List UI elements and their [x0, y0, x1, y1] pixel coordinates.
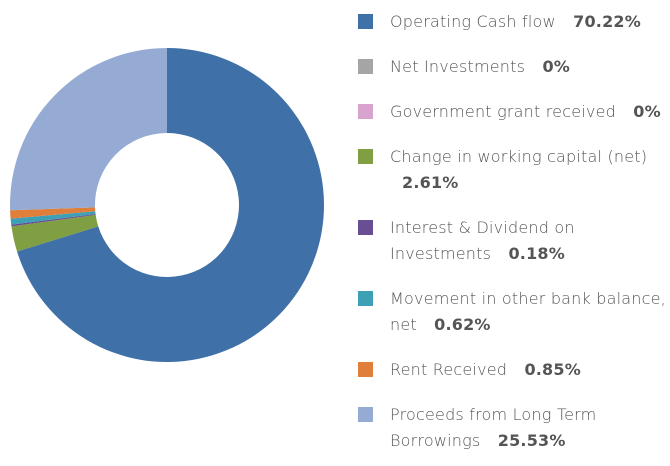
legend-text: Net Investments 0%: [390, 54, 666, 80]
legend-text: Change in working capital (net) 2.61%: [390, 144, 666, 196]
legend-text: Interest & Dividend on Investments 0.18%: [390, 215, 666, 267]
legend-item: Operating Cash flow 70.22%: [358, 9, 668, 35]
legend-swatch: [358, 104, 373, 119]
legend-label: Movement in other bank balance, net: [390, 289, 666, 334]
legend: Operating Cash flow 70.22% Net Investment…: [358, 9, 668, 454]
legend-swatch: [358, 14, 373, 29]
legend-value: 0.85%: [524, 360, 581, 379]
legend-swatch: [358, 291, 373, 306]
donut-slice: [10, 211, 96, 225]
legend-text: Rent Received 0.85%: [390, 357, 666, 383]
legend-label: Government grant received: [390, 102, 616, 121]
donut-slice: [17, 48, 324, 363]
legend-value: 25.53%: [497, 431, 566, 450]
legend-swatch: [358, 149, 373, 164]
legend-item: Movement in other bank balance, net 0.62…: [358, 286, 668, 338]
legend-item: Rent Received 0.85%: [358, 357, 668, 383]
legend-item: Proceeds from Long Term Borrowings 25.53…: [358, 402, 668, 454]
legend-text: Movement in other bank balance, net 0.62…: [390, 286, 666, 338]
donut-slice: [9, 48, 167, 211]
legend-label: Operating Cash flow: [390, 12, 556, 31]
legend-swatch: [358, 407, 373, 422]
legend-value: 70.22%: [573, 12, 641, 31]
legend-item: Change in working capital (net) 2.61%: [358, 144, 668, 196]
legend-label: Net Investments: [390, 57, 526, 76]
legend-text: Government grant received 0%: [390, 99, 666, 125]
legend-swatch: [358, 59, 373, 74]
donut-slice: [10, 207, 96, 219]
legend-swatch: [358, 362, 373, 377]
donut-chart: [9, 48, 324, 363]
legend-value: 0.62%: [434, 315, 491, 334]
legend-text: Proceeds from Long Term Borrowings 25.53…: [390, 402, 666, 454]
legend-item: Interest & Dividend on Investments 0.18%: [358, 215, 668, 267]
legend-label: Interest & Dividend on Investments: [390, 218, 575, 263]
legend-label: Proceeds from Long Term Borrowings: [390, 405, 597, 450]
legend-label: Rent Received: [390, 360, 508, 379]
legend-value: 0%: [633, 102, 661, 121]
legend-item: Government grant received 0%: [358, 99, 668, 125]
legend-value: 2.61%: [402, 173, 459, 192]
donut-slice: [11, 214, 96, 227]
legend-label: Change in working capital (net): [390, 147, 648, 166]
legend-value: 0.18%: [508, 244, 565, 263]
legend-text: Operating Cash flow 70.22%: [390, 9, 666, 35]
donut-slice: [11, 214, 99, 252]
legend-swatch: [358, 220, 373, 235]
legend-item: Net Investments 0%: [358, 54, 668, 80]
legend-value: 0%: [542, 57, 571, 76]
